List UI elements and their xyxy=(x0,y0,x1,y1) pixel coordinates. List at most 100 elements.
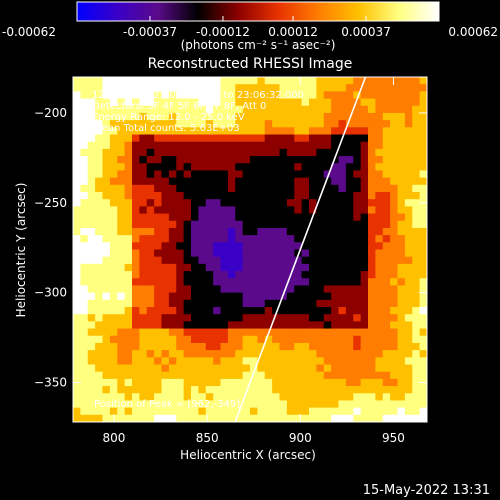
heatmap-cell xyxy=(227,199,236,207)
heatmap-cell xyxy=(250,105,258,114)
heatmap-cell xyxy=(294,98,303,107)
heatmap-cell xyxy=(331,163,340,172)
heatmap-cell xyxy=(294,321,303,330)
heatmap-cell xyxy=(80,235,89,243)
heatmap-cell xyxy=(117,213,126,222)
heatmap-cell xyxy=(404,314,413,322)
heatmap-cell xyxy=(257,148,266,157)
heatmap-cell xyxy=(419,213,427,222)
heatmap-cell xyxy=(264,227,273,236)
heatmap-cell xyxy=(220,213,229,222)
heatmap-cell xyxy=(397,249,406,258)
heatmap-cell xyxy=(390,342,399,351)
heatmap-cell xyxy=(146,170,155,179)
heatmap-cell xyxy=(323,199,332,207)
heatmap-cell xyxy=(272,357,281,366)
heatmap-cell xyxy=(124,400,133,409)
heatmap-cell xyxy=(176,292,185,301)
heatmap-cell xyxy=(294,407,303,416)
heatmap-cell xyxy=(294,328,303,337)
heatmap-cell xyxy=(272,414,281,422)
heatmap-cell xyxy=(161,84,170,92)
annotation-energy-range: Energy Range: 12.0 - 25.0 keV xyxy=(92,112,245,123)
heatmap-cell xyxy=(301,148,310,157)
heatmap-cell xyxy=(87,350,96,358)
heatmap-cell xyxy=(419,220,427,229)
heatmap-cell xyxy=(198,400,207,409)
heatmap-cell xyxy=(183,206,192,215)
heatmap-cell xyxy=(419,127,427,136)
heatmap-cell xyxy=(250,112,258,121)
heatmap-cell xyxy=(213,342,222,351)
heatmap-cell xyxy=(154,386,163,394)
heatmap-cell xyxy=(345,299,354,308)
heatmap-cell xyxy=(294,141,303,150)
heatmap-cell xyxy=(316,141,325,150)
heatmap-cell xyxy=(316,184,325,193)
heatmap-cell xyxy=(161,350,170,358)
heatmap-cell xyxy=(368,163,376,172)
heatmap-cell xyxy=(146,156,155,164)
heatmap-cell xyxy=(301,91,310,100)
heatmap-cell xyxy=(168,299,177,308)
heatmap-cell xyxy=(132,335,140,344)
heatmap-cell xyxy=(124,386,133,394)
heatmap-cell xyxy=(87,278,96,287)
heatmap-cell xyxy=(213,192,222,200)
heatmap-cell xyxy=(338,184,347,193)
heatmap-cell xyxy=(316,235,325,243)
heatmap-cell xyxy=(264,256,273,265)
heatmap-cell xyxy=(331,192,340,200)
heatmap-cell xyxy=(109,235,118,243)
heatmap-cell xyxy=(102,407,111,416)
heatmap-cell xyxy=(73,91,81,100)
heatmap-cell xyxy=(73,227,81,236)
heatmap-cell xyxy=(286,321,295,330)
heatmap-cell xyxy=(397,98,406,107)
heatmap-cell xyxy=(250,393,258,402)
heatmap-cell xyxy=(109,371,118,380)
heatmap-cell xyxy=(360,192,369,200)
heatmap-cell xyxy=(73,206,81,215)
heatmap-cell xyxy=(331,263,340,272)
heatmap-cell xyxy=(250,350,258,358)
heatmap-cell xyxy=(323,220,332,229)
heatmap-cell xyxy=(323,256,332,265)
heatmap-cell xyxy=(168,91,177,100)
heatmap-cell xyxy=(397,314,406,322)
heatmap-cell xyxy=(191,342,199,351)
heatmap-cell xyxy=(338,199,347,207)
heatmap-cell xyxy=(102,141,111,150)
heatmap-cell xyxy=(279,364,288,373)
heatmap-cell xyxy=(390,206,399,215)
heatmap-cell xyxy=(227,386,236,394)
heatmap-cell xyxy=(205,371,214,380)
heatmap-cell xyxy=(205,170,214,179)
heatmap-cell xyxy=(316,163,325,172)
heatmap-cell xyxy=(87,292,96,301)
heatmap-cell xyxy=(146,148,155,157)
heatmap-cell xyxy=(331,414,340,422)
heatmap-cell xyxy=(117,184,126,193)
heatmap-cell xyxy=(412,192,421,200)
heatmap-cell xyxy=(176,278,185,287)
heatmap-cell xyxy=(124,84,133,92)
heatmap-cell xyxy=(139,364,148,373)
heatmap-cell xyxy=(301,77,310,85)
heatmap-cell xyxy=(102,177,111,186)
heatmap-cell xyxy=(235,77,244,85)
heatmap-cell xyxy=(161,77,170,85)
heatmap-cell xyxy=(375,177,384,186)
heatmap-cell xyxy=(338,278,347,287)
heatmap-cell xyxy=(397,112,406,121)
heatmap-cell xyxy=(102,199,111,207)
heatmap-cell xyxy=(227,220,236,229)
heatmap-cell xyxy=(154,256,163,265)
heatmap-cell xyxy=(338,170,347,179)
heatmap-cell xyxy=(198,414,207,422)
heatmap-cell xyxy=(338,386,347,394)
heatmap-cell xyxy=(331,77,340,85)
heatmap-cell xyxy=(331,350,340,358)
heatmap-cell xyxy=(316,170,325,179)
heatmap-cell xyxy=(213,77,222,85)
